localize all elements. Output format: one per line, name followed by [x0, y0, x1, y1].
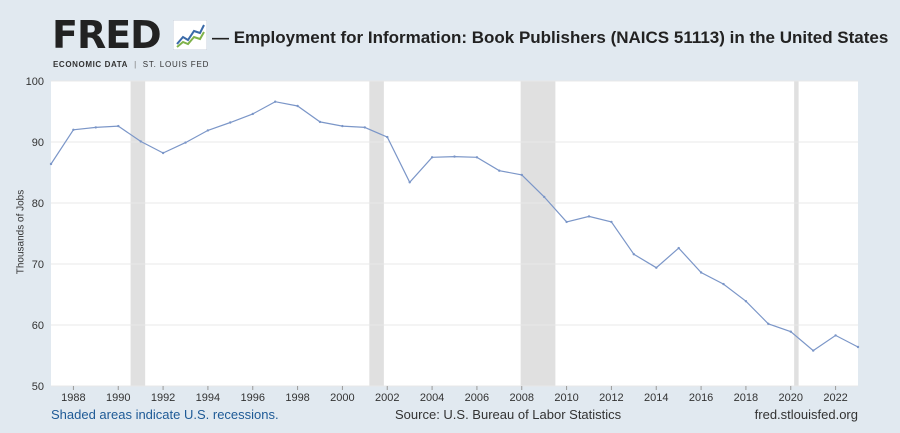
logo-sub-left: ECONOMIC DATA: [53, 60, 129, 69]
data-point: [699, 271, 703, 274]
data-point: [206, 129, 210, 132]
x-tick-label: 2014: [644, 392, 668, 404]
x-tick-label: 2004: [420, 392, 444, 404]
data-point: [632, 253, 635, 256]
data-point: [856, 345, 860, 349]
data-point: [363, 126, 366, 129]
data-point: [812, 349, 815, 352]
header: FRED ECONOMIC DATA | ST. LOUIS FED — Emplo…: [0, 0, 900, 75]
data-point: [251, 112, 254, 116]
data-point: [184, 141, 187, 144]
y-tick-label: 100: [26, 76, 44, 88]
data-point: [767, 322, 770, 325]
data-point: [161, 151, 165, 155]
x-tick-label: 2010: [554, 392, 578, 404]
data-point: [744, 300, 748, 303]
x-tick-label: 2012: [599, 392, 623, 404]
fred-url-link[interactable]: fred.stlouisfed.org: [754, 407, 858, 422]
data-point: [139, 140, 142, 143]
y-tick-label: 50: [32, 381, 44, 393]
data-point: [94, 126, 98, 129]
data-point: [453, 155, 456, 158]
data-point: [274, 100, 277, 103]
data-point: [49, 162, 53, 166]
source-note: Source: U.S. Bureau of Labor Statistics: [395, 407, 622, 422]
data-point: [722, 282, 725, 286]
data-point: [430, 156, 434, 159]
trend-chart-icon: [173, 20, 207, 50]
data-point: [587, 215, 591, 218]
data-point: [565, 220, 568, 224]
data-point: [229, 121, 232, 124]
x-tick-label: 2018: [734, 392, 758, 404]
x-tick-label: 1996: [241, 392, 265, 404]
data-point: [610, 220, 613, 224]
data-point: [520, 173, 523, 177]
data-point: [117, 124, 120, 128]
y-tick-label: 70: [32, 259, 44, 271]
x-tick-label: 2020: [779, 392, 803, 404]
data-point: [408, 181, 411, 184]
data-point: [543, 195, 546, 199]
x-tick-label: 2000: [330, 392, 354, 404]
data-point: [475, 156, 479, 159]
fred-logo[interactable]: FRED: [52, 13, 162, 57]
x-tick-label: 1990: [106, 392, 130, 404]
recession-band: [520, 81, 556, 386]
logo-sub-right: ST. LOUIS FED: [142, 60, 210, 69]
x-tick-label: 2002: [375, 392, 399, 404]
x-tick-label: 1988: [61, 392, 85, 404]
recession-band: [130, 81, 146, 386]
chart-title: — Employment for Information: Book Publi…: [212, 28, 889, 47]
logo-subtitle: ECONOMIC DATA | ST. LOUIS FED: [53, 60, 209, 69]
x-tick-label: 1994: [196, 392, 220, 404]
x-tick-label: 2006: [465, 392, 489, 404]
data-point: [296, 104, 299, 108]
data-point: [318, 120, 322, 124]
logo-sub-separator: |: [134, 60, 137, 69]
x-tick-label: 2022: [823, 392, 847, 404]
x-tick-label: 1992: [151, 392, 175, 404]
y-tick-label: 90: [32, 137, 44, 149]
data-point: [386, 135, 389, 139]
data-point: [655, 266, 658, 269]
x-tick-label: 2016: [689, 392, 713, 404]
recession-band: [369, 81, 384, 386]
data-point: [341, 124, 344, 128]
y-tick-label: 60: [32, 320, 44, 332]
x-tick-label: 2008: [510, 392, 534, 404]
y-tick-label: 80: [32, 198, 44, 210]
recession-note: Shaded areas indicate U.S. recessions.: [51, 407, 279, 422]
x-tick-label: 1998: [285, 392, 309, 404]
recession-band: [794, 81, 799, 386]
data-point: [789, 330, 792, 333]
data-point: [834, 334, 837, 337]
plot-area: [51, 81, 858, 386]
data-point: [677, 246, 680, 250]
data-point: [498, 169, 501, 172]
data-point: [72, 128, 75, 131]
